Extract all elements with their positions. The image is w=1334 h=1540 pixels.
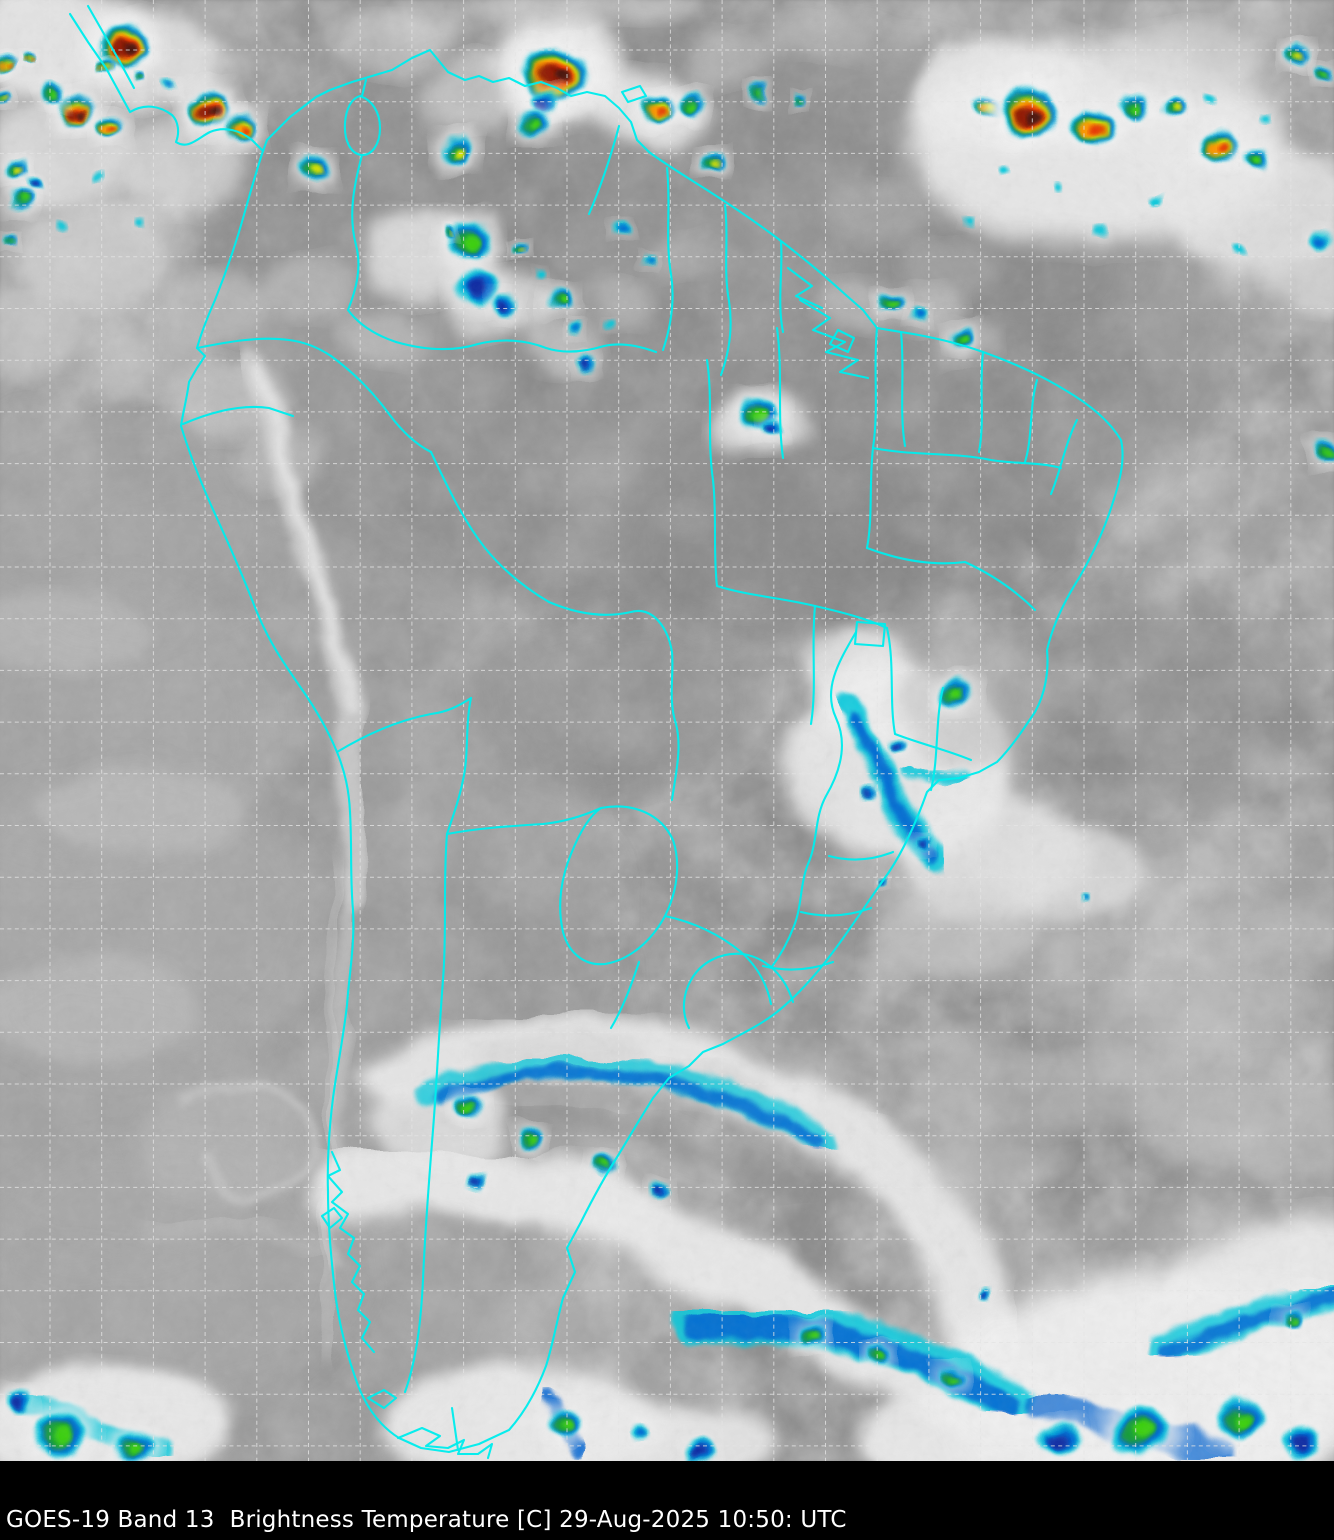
texture-grain <box>0 0 1334 1461</box>
caption-bar: GOES-19 Band 13 Brightness Temperature [… <box>0 1461 1334 1540</box>
caption-text: GOES-19 Band 13 Brightness Temperature [… <box>6 1507 847 1533</box>
satellite-image-area <box>0 0 1334 1461</box>
border-layer <box>68 4 1124 1460</box>
satellite-image <box>0 0 1334 1461</box>
